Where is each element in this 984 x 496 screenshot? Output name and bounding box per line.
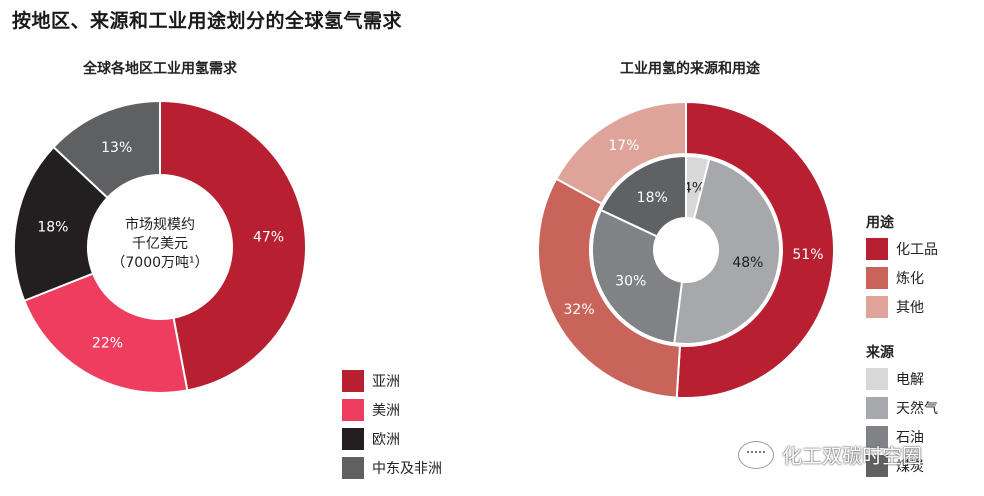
legend-label: 美洲	[372, 402, 400, 419]
use-slice-1	[537, 177, 682, 399]
source-label-0: 4%	[683, 180, 705, 196]
legend-item-mea: 中东及非洲	[342, 453, 442, 482]
legend-label: 中东及非洲	[372, 460, 442, 477]
region-label-1: 22%	[92, 336, 123, 352]
legend-swatch	[342, 427, 364, 450]
source-label-1: 48%	[732, 255, 763, 271]
legend-swatch	[342, 369, 364, 392]
legend-swatch	[866, 454, 888, 477]
legend-label: 亚洲	[372, 373, 400, 390]
legend-item-oil: 石油	[866, 422, 938, 451]
source-slice-2	[591, 208, 684, 345]
legend-swatch	[342, 456, 364, 479]
use-slice-0	[675, 100, 835, 399]
source-legend: 来源 电解 天然气 石油 煤炭	[866, 342, 938, 480]
legend-label: 欧洲	[372, 431, 400, 448]
legend-label: 其他	[896, 299, 924, 316]
region-label-2: 18%	[37, 220, 68, 236]
legend-swatch	[866, 237, 888, 260]
left-chart-title: 全球各地区工业用氢需求	[83, 61, 237, 77]
legend-label: 电解	[896, 371, 924, 388]
right-chart-title: 工业用氢的来源和用途	[620, 61, 760, 77]
legend-swatch	[342, 398, 364, 421]
use-label-0: 51%	[792, 247, 823, 263]
source-label-2: 30%	[615, 273, 646, 289]
region-label-0: 47%	[253, 230, 284, 246]
wechat-icon	[738, 440, 774, 469]
center-line-3: （7000万吨¹）	[111, 255, 209, 271]
source-slice-3	[599, 154, 687, 238]
legend-item-americas: 美洲	[342, 395, 442, 424]
legend-item-electrolysis: 电解	[866, 364, 938, 393]
legend-swatch	[866, 425, 888, 448]
legend-heading-use: 用途	[866, 215, 894, 231]
legend-heading-source: 来源	[866, 345, 894, 361]
legend-label: 炼化	[896, 270, 924, 287]
watermark-text: 化工双碳时空圈	[782, 444, 922, 468]
use-label-1: 32%	[564, 302, 595, 318]
region-slice-1	[22, 272, 189, 394]
legend-label: 化工品	[896, 241, 938, 258]
page-title: 按地区、来源和工业用途划分的全球氢气需求	[12, 10, 403, 32]
use-legend: 用途 化工品 炼化 其他	[866, 212, 938, 321]
watermark: 化工双碳时空圈	[738, 440, 922, 469]
donut-center-text: 市场规模约 千亿美元 （7000万吨¹）	[100, 216, 220, 273]
legend-item-asia: 亚洲	[342, 366, 442, 395]
legend-swatch	[866, 367, 888, 390]
legend-label: 石油	[896, 429, 924, 446]
region-slice-2	[13, 145, 109, 303]
region-slice-0	[159, 99, 307, 392]
region-label-3: 13%	[101, 140, 132, 156]
legend-item-other: 其他	[866, 292, 938, 321]
legend-item-natural-gas: 天然气	[866, 393, 938, 422]
source-slice-1	[673, 157, 781, 345]
region-legend: 亚洲 美洲 欧洲 中东及非洲	[342, 366, 442, 482]
center-line-1: 市场规模约	[125, 217, 195, 233]
legend-swatch	[866, 266, 888, 289]
legend-item-chemicals: 化工品	[866, 234, 938, 263]
region-slice-3	[52, 99, 161, 200]
use-label-2: 17%	[608, 138, 639, 154]
legend-label: 天然气	[896, 400, 938, 417]
legend-item-coal: 煤炭	[866, 451, 938, 480]
legend-swatch	[866, 295, 888, 318]
legend-item-refining: 炼化	[866, 263, 938, 292]
source-label-3: 18%	[637, 190, 668, 206]
center-line-2: 千亿美元	[132, 236, 188, 252]
legend-swatch	[866, 396, 888, 419]
legend-label: 煤炭	[896, 458, 924, 475]
legend-item-europe: 欧洲	[342, 424, 442, 453]
use-slice-2	[554, 100, 687, 206]
